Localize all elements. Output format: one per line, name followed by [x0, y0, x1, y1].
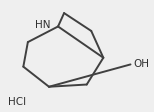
Text: HCl: HCl — [8, 96, 26, 106]
Text: HN: HN — [35, 20, 51, 30]
Text: OH: OH — [134, 59, 150, 69]
